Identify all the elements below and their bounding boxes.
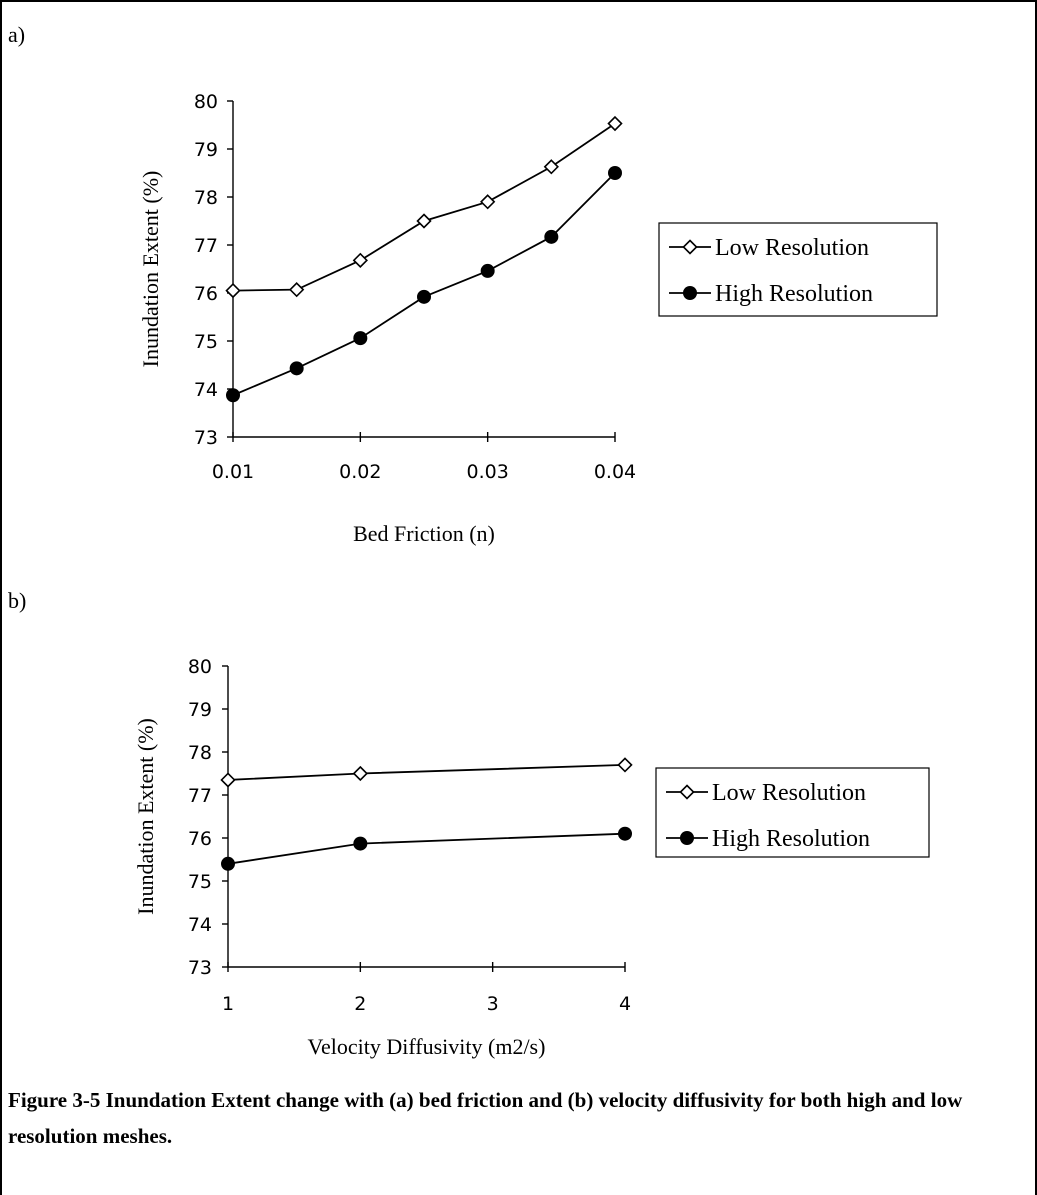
panel-a-y-tick-label: 78: [194, 187, 218, 209]
panel-a-y-tick-label: 80: [194, 91, 218, 113]
panel-a-low-resolution-point: [480, 194, 496, 210]
panel-b-low-resolution-point: [617, 757, 633, 773]
panel-b-x-tick-label: 3: [487, 993, 499, 1015]
panel-b-y-tick-label: 74: [188, 914, 212, 936]
panel-a-series-high-line: [232, 172, 616, 397]
panel-b-x-axis-title: Velocity Diffusivity (m2/s): [308, 1034, 546, 1059]
panel-b-high-resolution-point: [618, 826, 632, 841]
panel-b-high-resolution-point: [353, 836, 368, 851]
panel-a-legend-diamond-marker: [682, 239, 698, 255]
panel-b-label: b): [8, 588, 27, 613]
panel-a-x-axis-title: Bed Friction (n): [353, 521, 495, 546]
panel-a-low-resolution-point: [543, 159, 559, 175]
panel-b-legend-label: High Resolution: [712, 826, 870, 852]
panel-a-high-resolution-point: [226, 388, 240, 403]
panel-a-x-tick-label: 0.03: [467, 461, 509, 483]
panel-a-y-tick-label: 76: [194, 283, 218, 305]
panel-a-low-resolution-point: [352, 252, 368, 268]
panel-b-y-tick-label: 73: [188, 957, 212, 979]
panel-b-x-tick-label: 4: [619, 993, 631, 1015]
panel-b-y-axis-title: Inundation Extent (%): [133, 718, 158, 915]
panel-a-x-tick-label: 0.01: [212, 461, 254, 483]
panel-a-x-tick-label: 0.02: [339, 461, 381, 483]
panel-a-low-resolution-point: [289, 282, 305, 298]
panel-a-legend-label: Low Resolution: [715, 235, 869, 261]
panel-a-low-resolution-point: [416, 213, 432, 229]
panel-b-x-tick-label: 2: [354, 993, 366, 1015]
panel-b-y-tick-label: 75: [188, 871, 212, 893]
panel-a-low-resolution-point: [225, 282, 241, 299]
panel-b-y-tick-label: 77: [188, 785, 212, 807]
panel-b-y-tick-label: 78: [188, 742, 212, 764]
panel-b-series-high-line: [227, 832, 626, 865]
panel-a-y-tick-label: 77: [194, 235, 218, 257]
panel-a-legend-circle-marker: [683, 286, 697, 300]
panel-a-series-low-line: [232, 122, 616, 292]
panel-a-high-resolution-point: [480, 263, 495, 278]
panel-b-series-low-line: [227, 764, 626, 781]
panel-b-y-tick-label: 80: [188, 656, 212, 678]
panel-a-label: a): [8, 22, 26, 47]
panel-b-high-resolution-point: [221, 856, 235, 871]
panel-a-high-resolution-point: [353, 331, 368, 346]
panel-a-y-tick-label: 79: [194, 139, 218, 161]
panel-b-x-tick-label: 1: [222, 993, 234, 1015]
panel-b-low-resolution-point: [220, 772, 236, 788]
panel-a-legend-label: High Resolution: [715, 281, 873, 307]
panel-a-y-tick-label: 74: [194, 379, 218, 401]
panel-a-high-resolution-point: [544, 229, 559, 244]
panel-a-legend-box: [658, 222, 938, 317]
panel-a-high-resolution-point: [417, 289, 431, 304]
panel-a-y-tick-label: 75: [194, 331, 218, 353]
panel-a-y-axis-title: Inundation Extent (%): [138, 171, 163, 368]
panel-a-x-tick-label: 0.04: [594, 461, 636, 483]
panel-b-legend-diamond-marker: [679, 784, 695, 800]
panel-b-low-resolution-point: [352, 765, 368, 782]
panel-b-y-tick-label: 79: [188, 699, 212, 721]
panel-a-high-resolution-point: [608, 166, 622, 180]
panel-a-high-resolution-point: [289, 361, 304, 376]
panel-b-legend-label: Low Resolution: [712, 780, 866, 806]
panel-a-y-tick-label: 73: [194, 427, 218, 449]
figure-caption: Figure 3-5 Inundation Extent change with…: [8, 1088, 963, 1148]
panel-b-y-tick-label: 76: [188, 828, 212, 850]
panel-b-legend-box: [655, 767, 930, 858]
panel-a-low-resolution-point: [607, 115, 623, 132]
panel-b-legend-circle-marker: [680, 831, 694, 845]
